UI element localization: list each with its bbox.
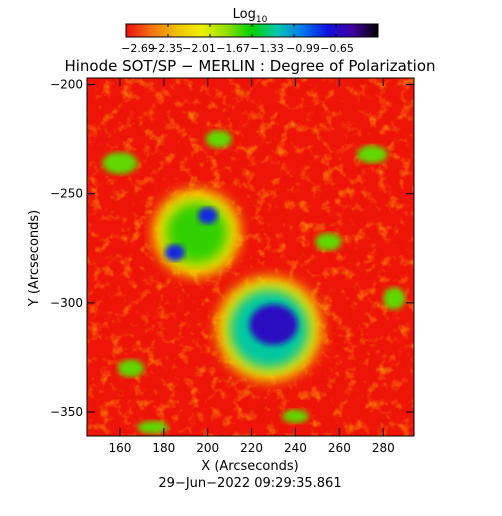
y-tick-label: −350 [50, 405, 83, 419]
y-axis-ticks: −200 −250 −300 −350 [50, 78, 414, 419]
heatmap-texture [87, 78, 414, 436]
chart-title: Hinode SOT/SP − MERLIN : Degree of Polar… [64, 57, 435, 75]
network-patch [282, 409, 309, 423]
colorbar-tick-label: −0.99 [286, 42, 320, 55]
colorbar-tick-label: −2.01 [182, 42, 216, 55]
network-patch [102, 152, 138, 175]
network-patch [383, 287, 406, 310]
x-axis-ticks: 160 180 200 220 240 260 280 [108, 78, 395, 455]
x-tick-label: 200 [196, 441, 219, 455]
colorbar-tick-label: −0.65 [320, 42, 354, 55]
x-tick-label: 180 [152, 441, 175, 455]
colorbar-label-base: Log [233, 7, 256, 22]
network-patch [205, 130, 232, 148]
date-label: 29−Jun−2022 09:29:35.861 [158, 476, 341, 491]
heatmap-image [87, 78, 414, 436]
x-tick-label: 260 [328, 441, 351, 455]
colorbar-tick-label: −2.35 [149, 42, 183, 55]
x-tick-label: 240 [284, 441, 307, 455]
colorbar-label-sub: 10 [256, 15, 268, 25]
x-tick-label: 280 [372, 441, 395, 455]
network-patch [315, 232, 342, 251]
colorbar-tick-label: −2.69 [121, 42, 155, 55]
y-axis-label: Y (Arcseconds) [27, 210, 42, 307]
y-tick-label: −250 [50, 187, 83, 201]
network-patch [356, 145, 388, 164]
colorbar-tick-label: −1.33 [250, 42, 284, 55]
features-layer [102, 130, 406, 434]
x-tick-label: 160 [108, 441, 131, 455]
x-tick-label: 220 [240, 441, 263, 455]
colorbar-label: Log10 [233, 7, 268, 25]
y-tick-label: −200 [50, 78, 83, 92]
plot-frame [86, 77, 415, 437]
network-patch [117, 359, 145, 378]
sunspot-mark [249, 304, 298, 346]
network-patch [137, 420, 169, 434]
x-axis-label: X (Arcseconds) [201, 459, 298, 474]
y-tick-label: −300 [50, 296, 83, 310]
pore-mark [164, 244, 185, 261]
pore-mark [197, 207, 218, 224]
colorbar-tick-label: −1.67 [216, 42, 250, 55]
colorbar-ticks: −2.69−2.35 −2.01 −1.67 −1.33 −0.99 −0.65 [121, 24, 379, 55]
